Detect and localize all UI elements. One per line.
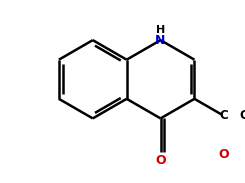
Text: N: N: [155, 34, 166, 47]
Text: O: O: [218, 148, 229, 161]
Text: H: H: [156, 25, 165, 35]
Text: Cl: Cl: [239, 109, 245, 122]
Text: O: O: [155, 154, 166, 167]
Text: C: C: [219, 109, 228, 122]
